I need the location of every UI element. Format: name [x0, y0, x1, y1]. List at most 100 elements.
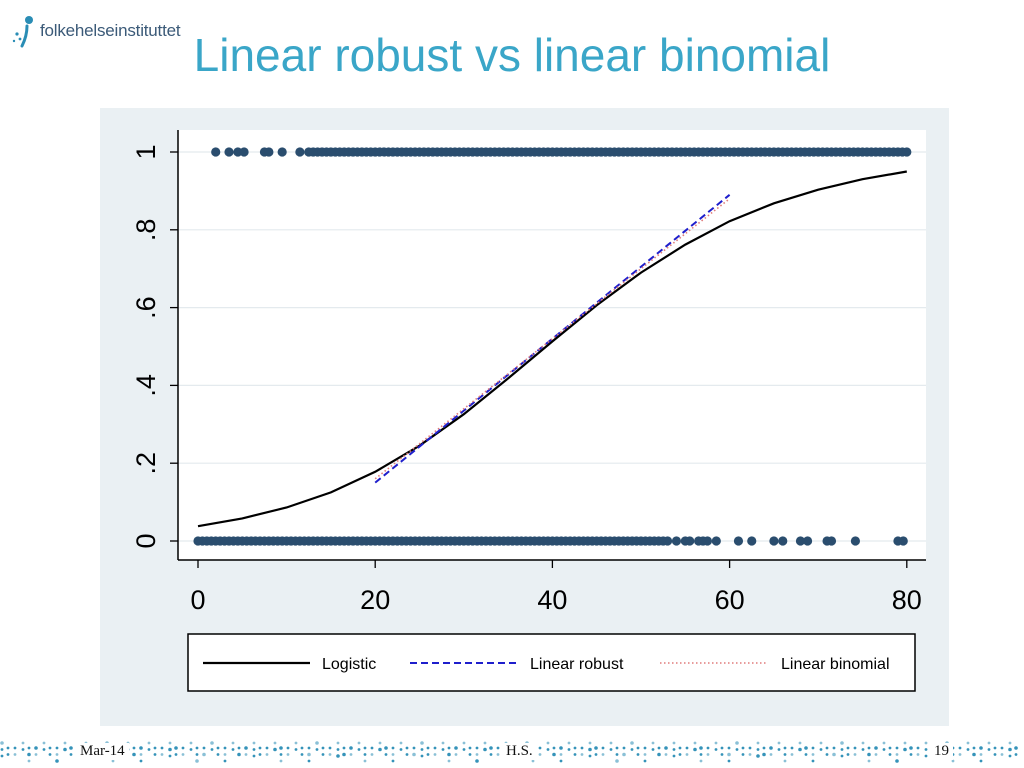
footer-dot	[42, 748, 46, 751]
footer-dot	[832, 752, 836, 757]
footer-dot	[811, 753, 815, 756]
footer-dot	[231, 748, 235, 751]
footer-dot	[552, 752, 556, 757]
footer-dot	[223, 746, 227, 750]
footer-dot	[853, 753, 857, 756]
footer-dot	[951, 759, 955, 763]
footer-dot	[6, 746, 10, 750]
footer-dot	[195, 753, 199, 756]
footer-dot	[756, 754, 760, 758]
footer-dot	[636, 746, 640, 750]
footer-dot	[153, 753, 157, 756]
footer-dots	[0, 741, 1018, 763]
footer-dot	[405, 753, 409, 756]
footer-dot	[48, 753, 52, 756]
footer-dot	[1008, 741, 1012, 745]
footer-dot	[496, 746, 500, 750]
footer-dot	[882, 741, 886, 745]
footer-dot	[735, 748, 739, 751]
footer-dot	[798, 741, 802, 745]
footer-dot	[286, 746, 290, 750]
x-tick-label: 40	[537, 585, 567, 615]
footer-dot	[693, 741, 697, 745]
footer-dot	[909, 753, 913, 756]
footer-dot	[189, 748, 193, 751]
data-point-y0	[671, 536, 682, 546]
footer-dot	[496, 753, 500, 756]
footer-dot	[580, 753, 584, 756]
footer-dot	[594, 746, 598, 750]
footer-dot	[783, 746, 787, 750]
footer-dot	[139, 746, 143, 750]
data-point-y0	[662, 536, 673, 546]
footer-dot	[846, 746, 850, 750]
footer-dot	[777, 748, 781, 751]
footer-dot	[279, 746, 283, 750]
footer-dot	[168, 741, 172, 745]
footer-dot	[840, 741, 844, 745]
footer-dot	[27, 752, 31, 757]
footer-dot	[874, 753, 878, 756]
data-point-y1	[277, 147, 287, 157]
legend-label: Linear binomial	[781, 656, 890, 673]
footer-dot	[223, 759, 227, 763]
footer-dot	[210, 748, 214, 751]
footer-dot	[798, 747, 802, 752]
footer-dot	[840, 748, 844, 751]
footer-dot	[825, 753, 829, 756]
data-point-y0	[685, 536, 695, 546]
footer-dot	[588, 754, 592, 758]
footer-dot	[391, 753, 395, 756]
footer-dot	[447, 759, 451, 763]
footer-dot	[552, 746, 556, 750]
footer-dot	[853, 746, 857, 750]
footer-dot	[370, 753, 374, 756]
footer-dot	[769, 746, 773, 750]
footer-dot	[895, 759, 899, 763]
footer-dot	[412, 752, 416, 757]
footer-dot	[210, 741, 214, 745]
footer-dot	[622, 752, 626, 757]
footer-dot	[993, 746, 997, 750]
footer-dot	[265, 753, 269, 756]
footer-dot	[273, 747, 277, 752]
footer-dot	[252, 748, 256, 751]
footer-dot	[216, 746, 220, 750]
footer-dot	[601, 746, 605, 750]
data-point-y1	[902, 147, 912, 157]
plot-area	[178, 130, 926, 560]
footer-dot	[966, 748, 970, 751]
footer-dot	[1014, 753, 1018, 756]
footer-dot	[342, 746, 346, 750]
footer-dot	[699, 746, 703, 750]
footer-dot	[252, 741, 256, 745]
footer-dot	[720, 746, 724, 750]
footer-dot	[594, 753, 598, 756]
footer-dot	[979, 759, 983, 763]
footer-dot	[588, 747, 592, 752]
footer-dot	[63, 741, 67, 745]
data-point-y0	[850, 536, 861, 546]
footer-dot	[601, 753, 605, 756]
footer-dot	[244, 753, 248, 756]
footer-dot	[783, 753, 787, 756]
footer-dot	[168, 747, 172, 752]
footer-dot	[958, 746, 962, 750]
footer-dot	[1008, 747, 1012, 752]
footer-dot	[357, 748, 361, 751]
footer-dot	[643, 746, 647, 750]
footer-dot	[426, 753, 430, 756]
footer-dot	[741, 746, 745, 750]
footer-dot	[643, 753, 647, 756]
footer-dot	[433, 746, 437, 750]
footer-dot	[349, 746, 353, 750]
footer-dot	[21, 748, 25, 751]
footer-dot	[546, 748, 550, 751]
footer-dot	[657, 752, 661, 757]
footer-dot	[132, 752, 136, 757]
footer-dot	[27, 746, 31, 750]
footer-dot	[538, 753, 542, 756]
footer-dot	[735, 741, 739, 745]
footer-dot	[328, 753, 332, 756]
footer-dot	[433, 753, 437, 756]
